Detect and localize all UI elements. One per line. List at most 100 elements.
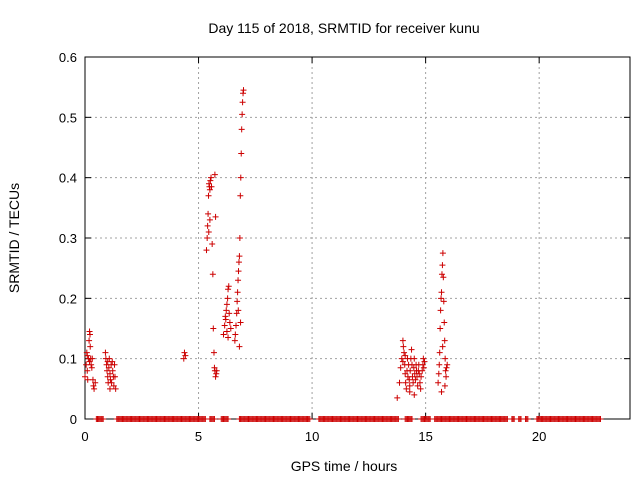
data-point [238, 126, 245, 133]
data-point [398, 355, 405, 362]
data-point [237, 192, 244, 199]
chart-title: Day 115 of 2018, SRMTID for receiver kun… [208, 20, 479, 36]
data-point [226, 319, 233, 326]
data-point [235, 307, 242, 314]
data-point [437, 325, 444, 332]
x-tick-label: 20 [532, 429, 546, 444]
data-point [112, 385, 119, 392]
data-point [182, 352, 189, 359]
data-point [206, 216, 213, 223]
data-point [439, 343, 446, 350]
data-point [180, 355, 187, 362]
data-point [399, 358, 406, 365]
data-point [439, 250, 446, 257]
data-point [110, 382, 117, 389]
data-point [406, 382, 413, 389]
data-point [444, 361, 451, 368]
data-point [221, 322, 228, 329]
data-point [91, 385, 98, 392]
data-point [86, 358, 93, 365]
data-point [239, 111, 246, 118]
data-point [209, 271, 216, 278]
data-point [204, 222, 211, 229]
data-point [225, 283, 232, 290]
data-point [203, 247, 210, 254]
data-point [89, 376, 96, 383]
data-point [440, 298, 447, 305]
data-point [84, 352, 91, 359]
data-point [181, 349, 188, 356]
data-point [406, 376, 413, 383]
data-point [208, 183, 215, 190]
data-point [411, 391, 418, 398]
data-point [234, 298, 241, 305]
axis-ticks [84, 56, 630, 420]
data-point [239, 99, 246, 106]
data-point [106, 355, 113, 362]
data-point [395, 416, 402, 422]
data-point [109, 367, 116, 374]
data-point [100, 416, 107, 422]
data-point [227, 325, 234, 332]
data-point [111, 373, 118, 380]
data-point [438, 271, 445, 278]
data-point [402, 379, 409, 386]
data-point [208, 174, 215, 181]
data-point [440, 274, 447, 281]
data-point [102, 349, 109, 356]
data-point [210, 325, 217, 332]
data-point [104, 358, 111, 365]
y-tick-label: 0.4 [59, 171, 77, 186]
data-point [435, 370, 442, 377]
data-point [406, 388, 413, 395]
data-point [416, 379, 423, 386]
data-point [409, 416, 415, 422]
data-point [82, 373, 88, 380]
data-point [240, 87, 247, 94]
x-axis-label: GPS time / hours [291, 458, 398, 474]
data-point [84, 367, 91, 374]
data-point [223, 328, 230, 335]
data-point [412, 376, 419, 383]
y-axis-label: SRMTID / TECUs [6, 183, 22, 293]
data-point [86, 337, 93, 344]
data-point [107, 376, 114, 383]
data-point [88, 364, 95, 371]
data-point [220, 331, 227, 338]
data-point [436, 361, 443, 368]
y-tick-label: 0.2 [59, 291, 77, 306]
data-point [210, 349, 217, 356]
data-point [236, 253, 243, 260]
data-point [209, 241, 216, 248]
data-point [442, 355, 449, 362]
data-point [206, 186, 213, 193]
data-point [436, 349, 443, 356]
data-point [104, 367, 111, 374]
x-tick-label: 5 [195, 429, 202, 444]
data-point [105, 364, 112, 371]
data-point [524, 416, 531, 422]
data-point [306, 416, 313, 422]
data-point [419, 367, 426, 374]
data-point [84, 376, 91, 383]
data-point [222, 316, 229, 323]
data-point [233, 322, 240, 329]
data-point [90, 382, 97, 389]
data-point [438, 388, 445, 395]
data-point [225, 286, 232, 293]
data-point [212, 213, 219, 220]
data-point [235, 259, 242, 266]
data-point [236, 343, 243, 350]
data-point [92, 379, 99, 386]
data-point [441, 319, 448, 326]
x-tick-label: 0 [81, 429, 88, 444]
data-point [235, 277, 242, 284]
data-point [86, 331, 93, 338]
data-point [204, 235, 211, 241]
data-point [410, 364, 417, 371]
data-point [403, 385, 410, 392]
data-point [435, 379, 442, 386]
data-point [237, 174, 244, 181]
data-point [205, 192, 212, 199]
